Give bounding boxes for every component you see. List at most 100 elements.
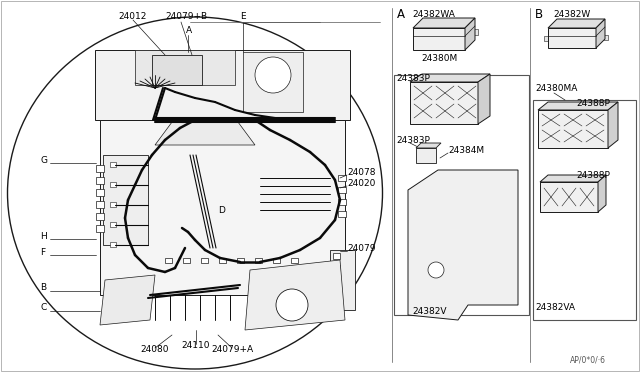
Polygon shape (596, 19, 605, 48)
Bar (110, 202, 116, 207)
Text: D: D (218, 205, 225, 215)
Bar (338, 187, 346, 193)
Text: 24078: 24078 (347, 167, 376, 176)
Circle shape (428, 262, 444, 278)
Ellipse shape (8, 17, 383, 369)
Polygon shape (416, 143, 441, 148)
Polygon shape (155, 118, 255, 145)
Text: H: H (40, 231, 47, 241)
Bar (414, 104, 432, 118)
Bar (100, 120, 345, 295)
Text: 24080: 24080 (141, 346, 169, 355)
Bar (165, 258, 172, 263)
Polygon shape (245, 260, 345, 330)
Bar (542, 130, 560, 142)
Bar (428, 205, 458, 225)
Bar (544, 36, 548, 41)
Text: AP/0*0/·6: AP/0*0/·6 (570, 356, 606, 365)
Bar (463, 205, 498, 225)
Text: 24079: 24079 (347, 244, 376, 253)
Text: 24382VA: 24382VA (535, 304, 575, 312)
Bar (96, 213, 104, 220)
Bar (394, 75, 529, 315)
Bar (458, 104, 476, 118)
Bar (580, 188, 594, 206)
Text: F: F (40, 247, 45, 257)
Bar (562, 188, 576, 206)
Bar (333, 253, 340, 259)
Polygon shape (413, 28, 465, 50)
Polygon shape (548, 19, 605, 28)
Bar (95, 50, 350, 120)
Bar (333, 277, 340, 283)
Bar (96, 201, 104, 208)
Bar (333, 265, 340, 271)
Polygon shape (538, 102, 618, 110)
Text: 24079+A: 24079+A (211, 346, 253, 355)
Bar (338, 211, 346, 217)
Polygon shape (413, 18, 475, 28)
Bar (333, 289, 340, 295)
Polygon shape (410, 74, 490, 82)
Polygon shape (100, 275, 155, 325)
Polygon shape (540, 182, 598, 212)
Text: 24384M: 24384M (448, 145, 484, 154)
Text: 24380M: 24380M (421, 54, 457, 62)
Polygon shape (538, 110, 608, 148)
Text: 24388P: 24388P (576, 99, 610, 108)
Polygon shape (540, 175, 606, 182)
Polygon shape (608, 102, 618, 148)
Bar (604, 35, 608, 40)
Bar (414, 86, 432, 100)
Bar (533, 100, 636, 320)
Text: 24388P: 24388P (576, 170, 610, 180)
Text: 24382WA: 24382WA (412, 10, 455, 19)
Bar (201, 258, 208, 263)
Text: 24382V: 24382V (413, 308, 447, 317)
Bar (243, 52, 303, 112)
Bar (96, 165, 104, 172)
Text: 24012: 24012 (118, 12, 147, 20)
Text: 24382W: 24382W (553, 10, 590, 19)
Bar (103, 155, 148, 245)
Bar (338, 175, 346, 181)
Text: B: B (40, 283, 46, 292)
Bar (110, 222, 116, 227)
Text: 24383P: 24383P (396, 135, 430, 144)
Bar (458, 86, 476, 100)
Bar (135, 50, 235, 85)
Bar (110, 182, 116, 187)
Bar (255, 258, 262, 263)
Bar (586, 114, 604, 126)
Bar (333, 300, 340, 306)
Bar (426, 195, 441, 205)
Bar (466, 195, 481, 205)
Bar (436, 104, 454, 118)
Bar (96, 189, 104, 196)
Circle shape (276, 289, 308, 321)
Text: B: B (535, 7, 543, 20)
Text: A: A (397, 7, 405, 20)
Polygon shape (416, 148, 436, 163)
Bar (446, 195, 461, 205)
Bar (183, 258, 190, 263)
Bar (486, 195, 501, 205)
Bar (110, 242, 116, 247)
Bar (96, 177, 104, 184)
Polygon shape (410, 82, 478, 124)
Polygon shape (478, 74, 490, 124)
Polygon shape (548, 28, 596, 48)
Bar (110, 162, 116, 167)
Text: E: E (240, 12, 246, 20)
Polygon shape (408, 170, 518, 320)
Bar (273, 258, 280, 263)
Bar (237, 258, 244, 263)
Bar (586, 130, 604, 142)
Bar (473, 29, 478, 35)
Bar (542, 114, 560, 126)
Bar (423, 200, 503, 250)
Text: 24380MA: 24380MA (535, 83, 577, 93)
Bar (152, 55, 202, 85)
Bar (544, 188, 558, 206)
Polygon shape (465, 18, 475, 50)
